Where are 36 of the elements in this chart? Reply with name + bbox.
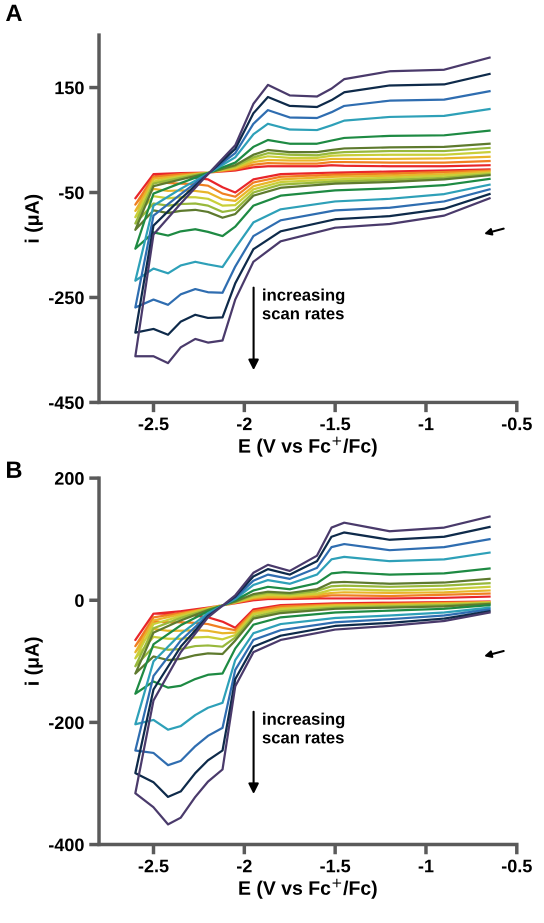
- line-series: [134, 129, 491, 250]
- y-tick-label: 150: [55, 81, 84, 94]
- x-tick-label: -1: [418, 418, 434, 430]
- y-tick-label: -50: [59, 186, 84, 200]
- chart-title: B: [7, 462, 22, 478]
- y-axis-title: i (μA): [24, 194, 43, 242]
- y-tick-label: -250: [48, 291, 84, 304]
- x-tick-label: -2.5: [138, 860, 169, 872]
- line-series: [134, 108, 491, 282]
- line-series: [134, 595, 491, 642]
- annotation: increasing scan rates: [262, 712, 344, 744]
- y-axis-title: i (μA): [24, 637, 43, 685]
- x-tick-label: -2: [237, 417, 252, 430]
- x-tick-label: -0.5: [502, 417, 532, 430]
- line-series: [134, 567, 491, 695]
- line-series: [134, 156, 491, 212]
- line-series: [134, 160, 491, 206]
- annotation: increasing scan rates: [262, 288, 344, 320]
- y-tick-label: -200: [48, 716, 84, 730]
- x-axis-title: E (V vs Fc$^{+}$/Fc): [239, 436, 377, 457]
- x-tick-label: -1.5: [320, 418, 350, 430]
- chart-title: A: [6, 4, 22, 21]
- x-tick-label: -1.5: [320, 860, 350, 872]
- x-axis-title: E (V vs Fc$^{+}$/Fc): [239, 878, 377, 899]
- x-tick-label: -2: [237, 860, 252, 872]
- line-series: [134, 552, 491, 731]
- x-tick-label: -2.5: [138, 417, 169, 430]
- y-tick-label: -400: [48, 838, 84, 852]
- y-tick-label: 200: [54, 472, 84, 485]
- x-tick-label: -0.5: [502, 860, 532, 872]
- line-series: [134, 164, 491, 200]
- line-series: [134, 90, 491, 309]
- y-tick-label: 0: [75, 594, 84, 607]
- line-series: [134, 538, 491, 766]
- y-tick-label: -450: [48, 396, 84, 410]
- x-tick-label: -1: [418, 860, 434, 872]
